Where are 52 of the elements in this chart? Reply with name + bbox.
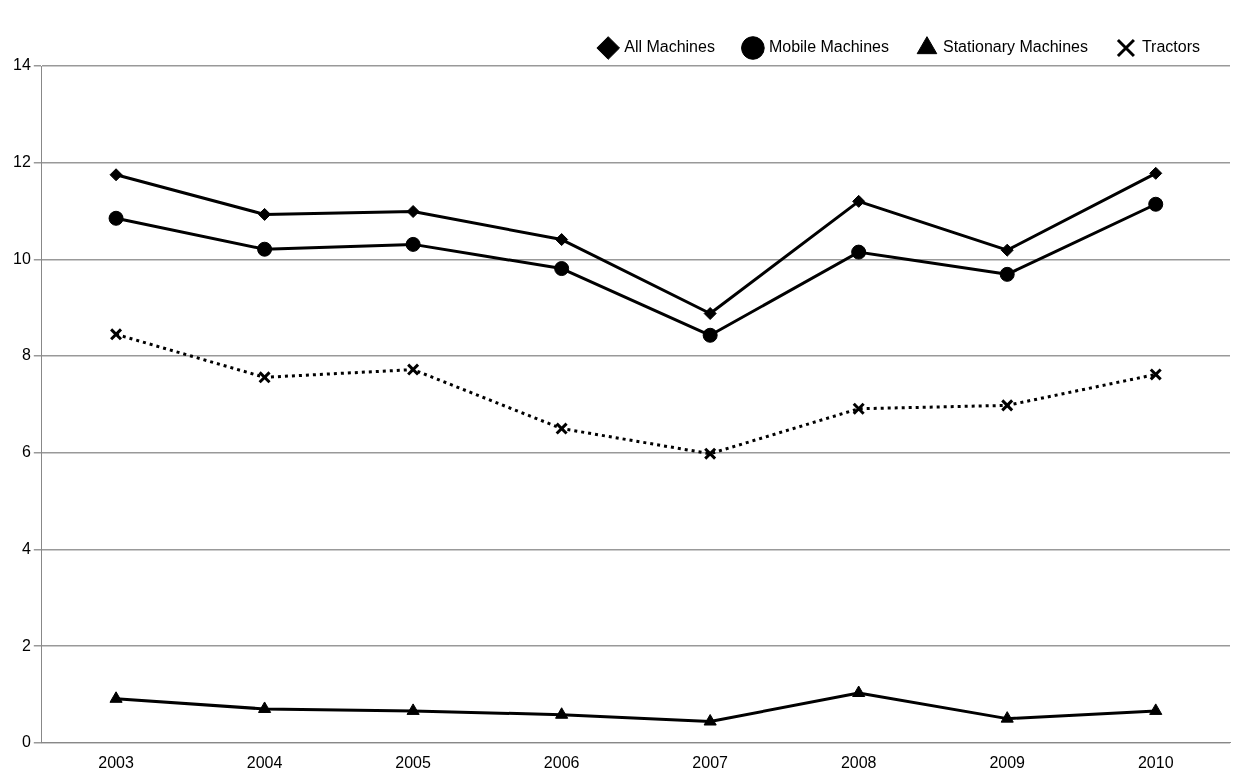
legend-label: Mobile Machines [768,38,889,56]
x-tick-label: 2007 [692,753,729,771]
point [257,241,273,257]
point [555,707,569,719]
legend-label: Tractors [1141,38,1200,56]
point [702,327,718,343]
x-tick-label: 2004 [246,753,283,771]
y-tick-label: 14 [13,56,31,74]
point [406,703,420,715]
legend-label: Stationary Machines [942,38,1088,56]
point [1149,703,1163,715]
y-tick-label: 12 [13,153,31,171]
point [258,701,272,713]
point [852,194,866,208]
point [1000,711,1014,723]
legend-label: All Machines [624,38,715,56]
point [258,370,272,384]
point [258,207,272,221]
point [109,168,123,182]
point [1148,196,1164,212]
y-tick-label: 4 [21,539,31,557]
y-tick-label: 10 [13,249,31,267]
point [405,236,421,252]
point [851,244,867,260]
point [852,685,866,698]
point [109,691,123,703]
point [406,363,420,377]
point [554,261,570,277]
point [406,205,420,219]
x-tick-label: 2009 [989,753,1026,771]
point [1149,367,1163,381]
point [555,233,569,247]
point [109,327,123,341]
x-tick-label: 2005 [395,753,432,771]
point [108,210,124,226]
x-tick-label: 2010 [1137,753,1174,771]
y-tick-label: 6 [21,443,31,461]
point [852,402,866,416]
x-tick-label: 2003 [98,753,134,771]
point [1149,166,1163,180]
y-tick-label: 0 [21,733,31,751]
y-tick-label: 2 [21,636,31,654]
point [555,422,569,436]
point [703,307,717,321]
point [1000,243,1014,257]
point [1000,398,1014,412]
x-tick-label: 2006 [543,753,580,771]
point [703,447,717,461]
x-tick-label: 2008 [840,753,877,771]
y-tick-label: 8 [21,346,31,364]
point [999,266,1015,282]
point [703,714,717,726]
